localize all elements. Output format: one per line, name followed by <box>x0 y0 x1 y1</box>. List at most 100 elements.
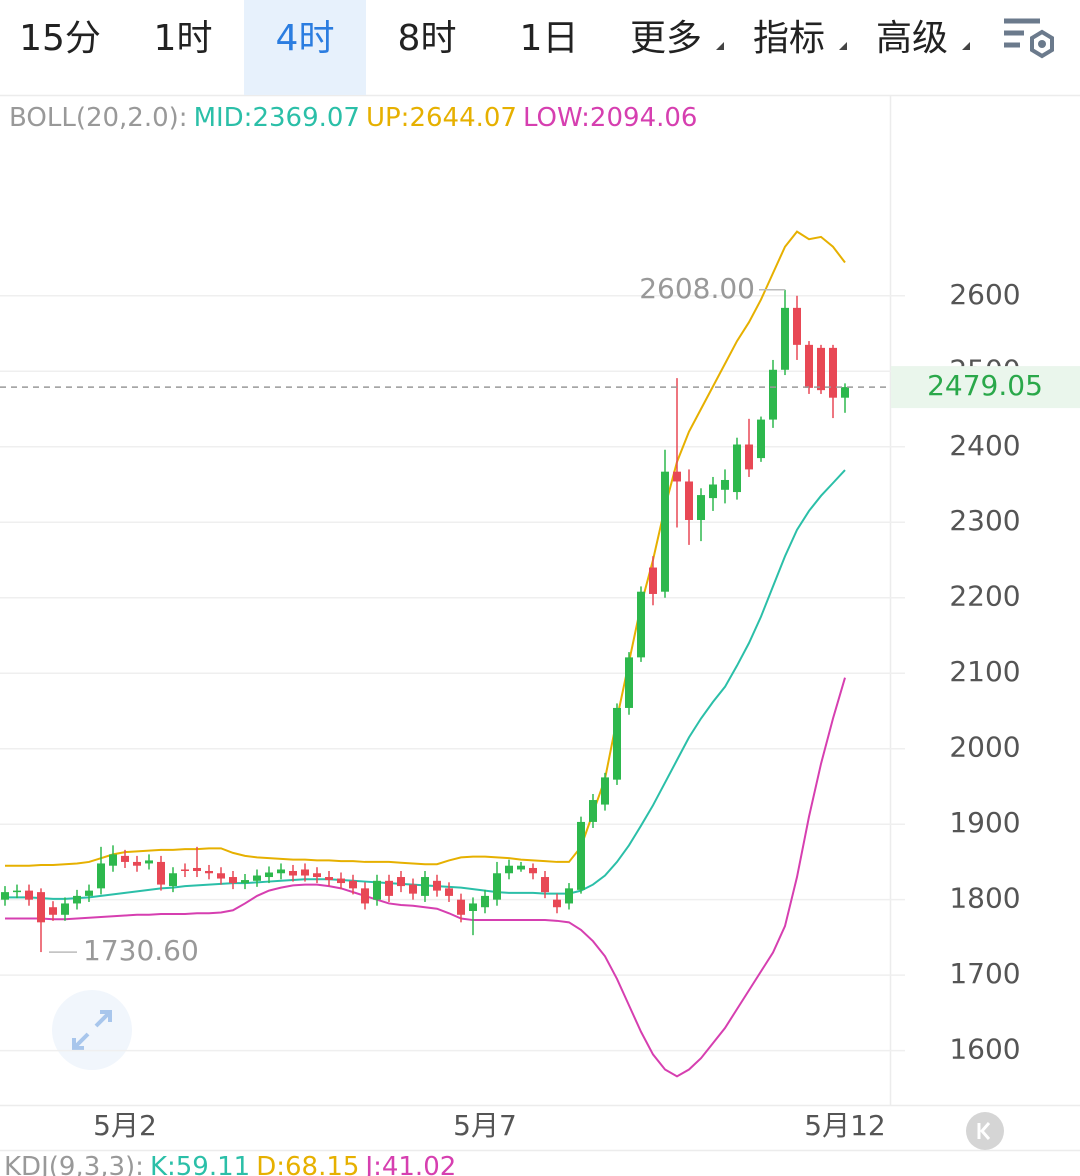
boll-legend: BOLL(20,2.0): MID:2369.07 UP:2644.07 LOW:20… <box>9 103 697 133</box>
candle-body <box>157 861 165 885</box>
candle-body <box>661 471 669 592</box>
candle-body <box>325 877 333 881</box>
candle-body <box>613 707 621 780</box>
last-price-box <box>891 366 1080 409</box>
kdj-item: KDJ(9,3,3): <box>4 1152 144 1176</box>
tab[interactable]: 4时 <box>244 0 366 95</box>
y-tick-label: 2200 <box>949 580 1020 613</box>
annotation-label: 1730.60 <box>83 934 199 967</box>
candle-body <box>433 880 441 891</box>
tab[interactable]: 高级 <box>876 18 970 59</box>
kdj-item: K:59.11 <box>150 1152 250 1176</box>
scroll-end-circle <box>966 1112 1004 1150</box>
legend-item: BOLL(20,2.0): <box>9 103 188 133</box>
candle-body <box>781 307 789 370</box>
candle-body <box>349 880 357 889</box>
candle-body <box>505 865 513 874</box>
candle-body <box>709 484 717 499</box>
candle-body <box>529 867 537 874</box>
candle-body <box>37 892 45 923</box>
candle-body <box>745 444 753 470</box>
dropdown-caret <box>839 42 847 50</box>
tab[interactable]: 1时 <box>154 18 213 59</box>
candle-body <box>241 880 249 884</box>
last-price-label: 2479.05 <box>927 369 1043 402</box>
tab-label: 指标 <box>753 18 825 59</box>
icon-dot <box>1038 40 1046 48</box>
legend-item: LOW:2094.06 <box>523 103 697 133</box>
candle-body <box>829 347 837 398</box>
candle-body <box>373 880 381 900</box>
candle-body <box>301 869 309 876</box>
candle-body <box>757 419 765 459</box>
candle-body <box>277 869 285 874</box>
tab-label: 15分 <box>19 18 101 59</box>
x-tick-label: 5月2 <box>93 1109 157 1142</box>
candle-body <box>673 471 681 482</box>
candle-body <box>25 890 33 900</box>
y-tick-label: 1800 <box>949 882 1020 915</box>
candle-body <box>313 873 321 878</box>
tab[interactable]: 1日 <box>520 18 579 59</box>
candle-body <box>121 855 129 862</box>
candle-body <box>625 657 633 708</box>
candle-body <box>481 895 489 908</box>
candle-body <box>445 888 453 896</box>
settings-icon[interactable] <box>1004 18 1054 59</box>
candle-body <box>109 854 117 866</box>
candle-body <box>145 860 153 864</box>
kdj-item: J:41.02 <box>363 1152 456 1176</box>
candle-body <box>181 869 189 871</box>
y-tick-label: 1600 <box>949 1033 1020 1066</box>
candle-body <box>421 877 429 896</box>
candle-body <box>589 800 597 822</box>
tab-label: 4时 <box>276 18 335 59</box>
tab[interactable]: 更多 <box>630 18 724 59</box>
annotation-label: 2608.00 <box>639 272 755 305</box>
candle-body <box>193 867 201 871</box>
boll-line <box>5 230 846 867</box>
candle-body <box>409 884 417 894</box>
candle-body <box>13 890 21 893</box>
candle-body <box>841 387 849 398</box>
tab[interactable]: 15分 <box>19 18 101 59</box>
tab-active-bg <box>244 0 366 95</box>
x-tick-label: 5月12 <box>804 1109 885 1142</box>
scroll-end-button[interactable] <box>966 1112 1004 1150</box>
kdj-item: D:68.15 <box>256 1152 359 1176</box>
x-tick-label: 5月7 <box>453 1109 517 1142</box>
tab-label: 1时 <box>154 18 213 59</box>
tab[interactable]: 8时 <box>398 18 457 59</box>
candle-body <box>565 888 573 904</box>
y-tick-label: 1900 <box>949 806 1020 839</box>
candle-body <box>397 877 405 887</box>
candle-body <box>769 369 777 420</box>
y-tick-label: 2100 <box>949 655 1020 688</box>
candle-body <box>85 890 93 896</box>
y-tick-label: 2600 <box>949 278 1020 311</box>
icon-hexagon <box>1030 29 1054 59</box>
dropdown-caret <box>716 42 724 50</box>
candle-body <box>73 895 81 904</box>
candle-body <box>61 903 69 915</box>
candle-body <box>793 307 801 345</box>
y-tick-label: 2400 <box>949 429 1020 462</box>
candle-body <box>133 861 141 866</box>
candle-body <box>1 892 9 900</box>
dropdown-caret <box>962 42 970 50</box>
candle-body <box>517 865 525 870</box>
candle-body <box>205 870 213 874</box>
candle-body <box>265 872 273 878</box>
candle-body <box>553 899 561 908</box>
candle-body <box>685 481 693 520</box>
kdj-legend: KDJ(9,3,3): K:59.11 D:68.15 J:41.02 <box>4 1152 456 1176</box>
y-tick-label: 2000 <box>949 731 1020 764</box>
candle-body <box>493 873 501 900</box>
tab-label: 高级 <box>876 18 948 59</box>
tab[interactable]: 指标 <box>753 18 847 59</box>
expand-button[interactable] <box>52 990 132 1070</box>
tab-label: 1日 <box>520 18 579 59</box>
legend-item: MID:2369.07 <box>194 103 360 133</box>
